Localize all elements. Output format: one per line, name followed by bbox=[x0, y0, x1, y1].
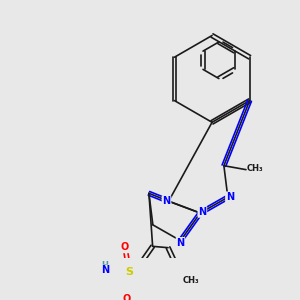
Text: H: H bbox=[102, 261, 109, 270]
Text: N: N bbox=[162, 196, 171, 206]
Text: N: N bbox=[176, 238, 184, 248]
Text: CH₃: CH₃ bbox=[183, 276, 200, 285]
Text: S: S bbox=[125, 267, 133, 277]
Text: O: O bbox=[120, 242, 128, 253]
Text: N: N bbox=[226, 192, 234, 202]
Text: O: O bbox=[122, 294, 131, 300]
Text: CH₃: CH₃ bbox=[247, 164, 264, 173]
Text: N: N bbox=[198, 207, 206, 217]
Text: N: N bbox=[101, 266, 109, 275]
